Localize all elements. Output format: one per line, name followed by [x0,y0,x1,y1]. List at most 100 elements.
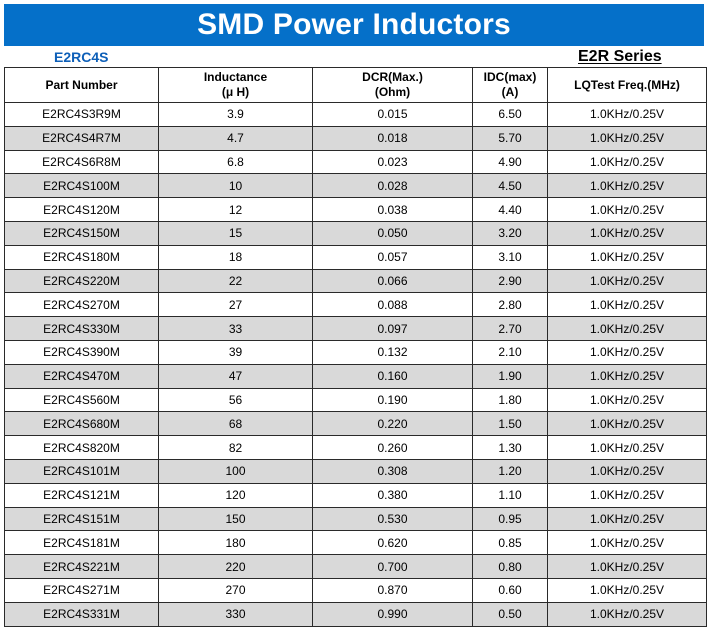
cell-dcr: 0.870 [312,577,473,603]
cell-inductance: 330 [158,601,313,627]
header-unit: (Ohm) [374,85,411,99]
cell-dcr: 0.057 [312,244,473,270]
cell-dcr: 0.620 [312,530,473,556]
cell-dcr: 0.088 [312,292,473,318]
cell-idc: 1.90 [472,363,548,389]
col-header-dcr: DCR(Max.) (Ohm) [312,67,473,103]
table-row: E2RC4S180M 18 0.057 3.10 1.0KHz/0.25V [4,244,707,270]
cell-test-freq: 1.0KHz/0.25V [547,244,707,270]
cell-inductance: 120 [158,482,313,508]
cell-idc: 3.10 [472,244,548,270]
table-row: E2RC4S820M 82 0.260 1.30 1.0KHz/0.25V [4,435,707,460]
cell-idc: 1.80 [472,387,548,413]
cell-dcr: 0.990 [312,601,473,627]
cell-inductance: 33 [158,316,313,341]
header-line: IDC(max) [483,70,537,84]
model-label: E2RC4S [54,49,109,65]
table-row: E2RC4S6R8M 6.8 0.023 4.90 1.0KHz/0.25V [4,149,707,175]
table-row: E2RC4S470M 47 0.160 1.90 1.0KHz/0.25V [4,363,707,389]
cell-part-number: E2RC4S560M [4,387,159,413]
cell-idc: 5.70 [472,125,548,151]
col-header-inductance: Inductance (μ H) [158,67,313,103]
cell-inductance: 22 [158,268,313,294]
cell-part-number: E2RC4S470M [4,363,159,389]
table-row: E2RC4S3R9M 3.9 0.015 6.50 1.0KHz/0.25V [4,102,707,127]
cell-dcr: 0.066 [312,268,473,294]
cell-inductance: 10 [158,173,313,199]
header-line: Part Number [45,77,118,92]
cell-dcr: 0.028 [312,173,473,199]
spec-table: Part Number Inductance (μ H) DCR(Max.) (Oh… [4,67,707,627]
cell-idc: 2.10 [472,339,548,365]
cell-dcr: 0.308 [312,458,473,484]
table-row: E2RC4S221M 220 0.700 0.80 1.0KHz/0.25V [4,554,707,579]
header-line: Inductance [203,70,268,84]
table-row: E2RC4S270M 27 0.088 2.80 1.0KHz/0.25V [4,292,707,318]
cell-inductance: 47 [158,363,313,389]
cell-part-number: E2RC4S101M [4,458,159,484]
table-row: E2RC4S4R7M 4.7 0.018 5.70 1.0KHz/0.25V [4,125,707,151]
cell-test-freq: 1.0KHz/0.25V [547,197,707,222]
cell-part-number: E2RC4S181M [4,530,159,556]
table-row: E2RC4S220M 22 0.066 2.90 1.0KHz/0.25V [4,268,707,294]
header-line: LQTest Freq.(MHz) [574,77,680,92]
cell-part-number: E2RC4S221M [4,554,159,579]
cell-dcr: 0.700 [312,554,473,579]
cell-dcr: 0.530 [312,506,473,532]
cell-idc: 1.30 [472,435,548,460]
cell-idc: 4.50 [472,173,548,199]
cell-inductance: 150 [158,506,313,532]
cell-inductance: 68 [158,411,313,437]
table-row: E2RC4S151M 150 0.530 0.95 1.0KHz/0.25V [4,506,707,532]
cell-idc: 2.90 [472,268,548,294]
cell-idc: 4.40 [472,197,548,222]
cell-idc: 0.60 [472,577,548,603]
cell-dcr: 0.097 [312,316,473,341]
cell-idc: 6.50 [472,102,548,127]
cell-test-freq: 1.0KHz/0.25V [547,482,707,508]
header-unit: (μ H) [221,85,250,99]
cell-test-freq: 1.0KHz/0.25V [547,102,707,127]
cell-dcr: 0.380 [312,482,473,508]
cell-test-freq: 1.0KHz/0.25V [547,339,707,365]
cell-dcr: 0.260 [312,435,473,460]
cell-test-freq: 1.0KHz/0.25V [547,316,707,341]
table-body: E2RC4S3R9M 3.9 0.015 6.50 1.0KHz/0.25V E2RC4S… [4,102,707,627]
cell-test-freq: 1.0KHz/0.25V [547,577,707,603]
cell-test-freq: 1.0KHz/0.25V [547,411,707,437]
cell-test-freq: 1.0KHz/0.25V [547,292,707,318]
cell-part-number: E2RC4S3R9M [4,102,159,127]
col-header-idc: IDC(max) (A) [472,67,548,103]
cell-part-number: E2RC4S150M [4,220,159,246]
cell-test-freq: 1.0KHz/0.25V [547,387,707,413]
table-row: E2RC4S120M 12 0.038 4.40 1.0KHz/0.25V [4,197,707,222]
col-header-test-freq: LQTest Freq.(MHz) [547,67,707,103]
table-row: E2RC4S121M 120 0.380 1.10 1.0KHz/0.25V [4,482,707,508]
cell-test-freq: 1.0KHz/0.25V [547,506,707,532]
table-row: E2RC4S271M 270 0.870 0.60 1.0KHz/0.25V [4,577,707,603]
cell-inductance: 27 [158,292,313,318]
cell-idc: 2.80 [472,292,548,318]
cell-dcr: 0.160 [312,363,473,389]
cell-part-number: E2RC4S680M [4,411,159,437]
table-row: E2RC4S390M 39 0.132 2.10 1.0KHz/0.25V [4,339,707,365]
cell-inductance: 100 [158,458,313,484]
cell-inductance: 12 [158,197,313,222]
cell-inductance: 6.8 [158,149,313,175]
cell-idc: 4.90 [472,149,548,175]
cell-idc: 1.10 [472,482,548,508]
cell-dcr: 0.023 [312,149,473,175]
cell-part-number: E2RC4S390M [4,339,159,365]
cell-test-freq: 1.0KHz/0.25V [547,125,707,151]
cell-part-number: E2RC4S220M [4,268,159,294]
cell-dcr: 0.190 [312,387,473,413]
cell-test-freq: 1.0KHz/0.25V [547,268,707,294]
cell-part-number: E2RC4S120M [4,197,159,222]
cell-part-number: E2RC4S121M [4,482,159,508]
table-row: E2RC4S150M 15 0.050 3.20 1.0KHz/0.25V [4,220,707,246]
table-row: E2RC4S100M 10 0.028 4.50 1.0KHz/0.25V [4,173,707,199]
table-row: E2RC4S101M 100 0.308 1.20 1.0KHz/0.25V [4,458,707,484]
cell-inductance: 180 [158,530,313,556]
cell-part-number: E2RC4S6R8M [4,149,159,175]
cell-idc: 0.80 [472,554,548,579]
